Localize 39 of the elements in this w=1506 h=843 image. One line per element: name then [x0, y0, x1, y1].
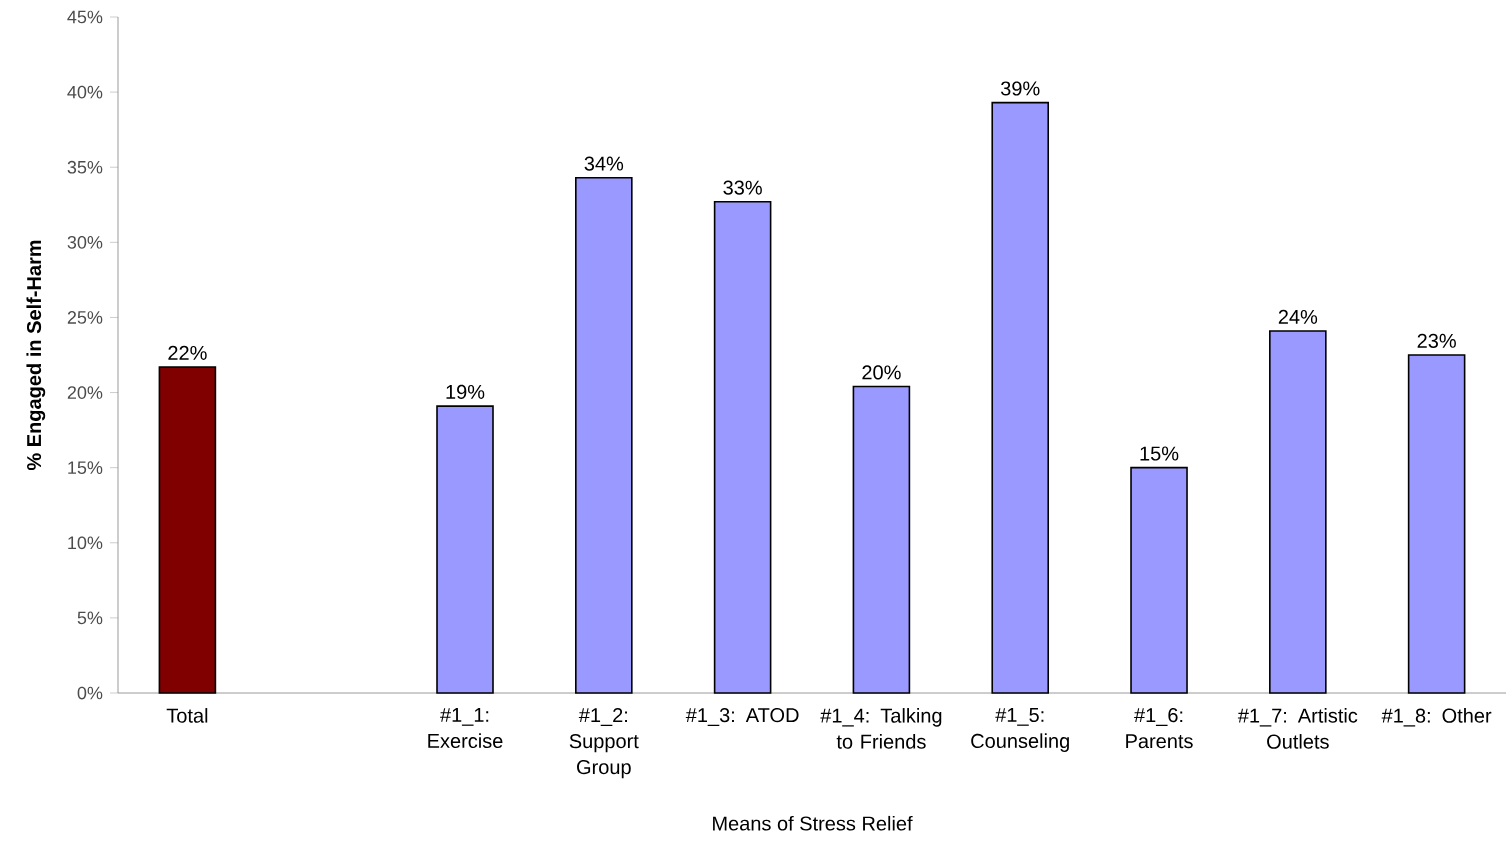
bar — [852, 385, 911, 694]
y-tick-label: 5% — [77, 611, 103, 625]
y-tick-label: 20% — [67, 386, 103, 399]
data-label: 39% — [1000, 81, 1040, 96]
bar — [713, 200, 772, 694]
bar — [1130, 466, 1188, 694]
data-label: 22% — [168, 345, 207, 360]
bar — [158, 366, 217, 694]
y-tick-label: 10% — [68, 536, 103, 550]
x-tick-label: #1_8: Other — [1381, 708, 1492, 727]
x-tick-label: #1_1: Exercise — [428, 708, 503, 749]
bar — [436, 405, 494, 694]
data-label: 24% — [1278, 309, 1318, 324]
y-axis-title: % Engaged in Self-Harm — [26, 240, 46, 471]
x-tick-label: #1_7: Artistic Outlets — [1237, 708, 1358, 749]
y-tick-label: 25% — [67, 311, 103, 324]
data-label: 20% — [862, 365, 901, 380]
y-tick-label: 35% — [67, 160, 103, 174]
data-label: 33% — [723, 180, 762, 195]
bar — [1269, 330, 1327, 694]
x-tick-label: #1_2: Support Group — [569, 708, 639, 779]
y-tick-label: 40% — [67, 85, 103, 99]
y-tick-label: 15% — [68, 461, 103, 475]
y-tick-label: 0% — [77, 686, 103, 700]
data-label: 19% — [446, 384, 485, 399]
data-label: 34% — [584, 156, 624, 171]
x-tick-label: Total — [166, 708, 208, 723]
y-tick-label: 45% — [67, 10, 103, 24]
x-tick-label: #1_5: Counseling — [971, 708, 1069, 752]
x-axis-title: Means of Stress Relief — [713, 815, 913, 831]
data-label: 15% — [1140, 446, 1179, 461]
x-tick-label: #1_3: ATOD — [685, 708, 799, 726]
x-tick-label: #1_6: Parents — [1126, 708, 1193, 749]
bar — [575, 176, 633, 694]
y-tick-label: 30% — [67, 235, 103, 249]
x-tick-label: #1_4: Talking to Friends — [820, 708, 942, 749]
bar — [1407, 354, 1466, 694]
data-label: 23% — [1417, 333, 1456, 348]
bar — [991, 101, 1050, 694]
